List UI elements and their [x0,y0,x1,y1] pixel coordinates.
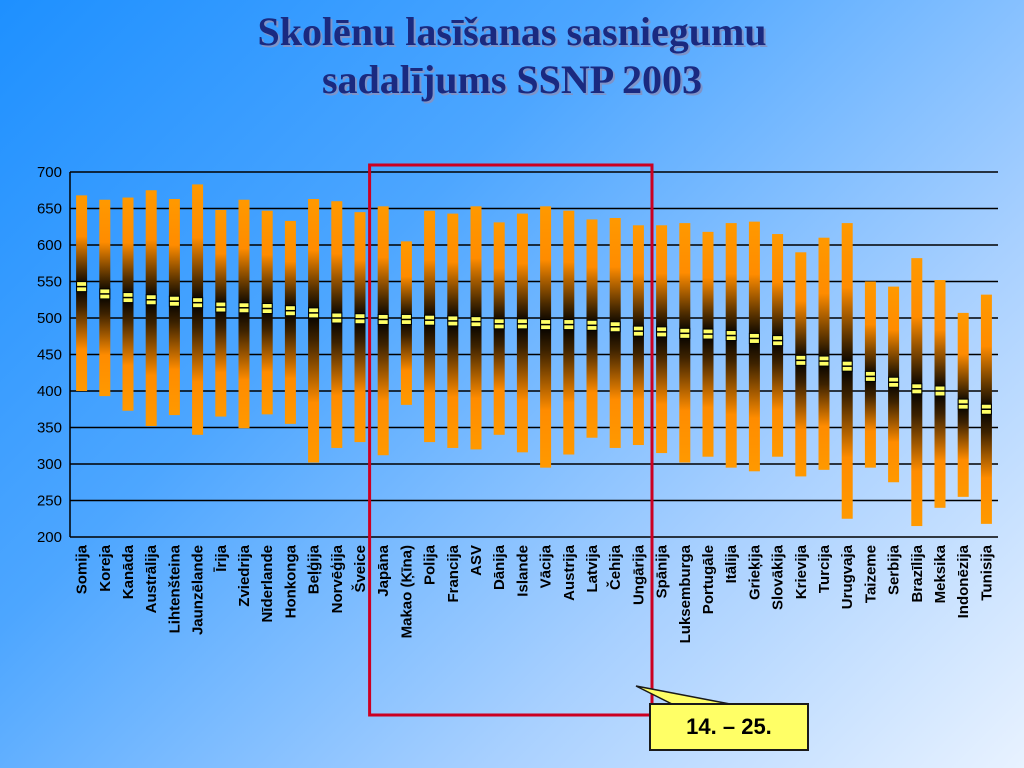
callout-box: 14. – 25. [649,703,809,751]
range-bar [377,206,389,456]
y-tick-label: 650 [37,201,62,218]
x-tick-label: Lihtenšteina [166,544,183,633]
title-line-1: Skolēnu lasīšanas sasniegumu [257,9,767,54]
x-tick-label: Taizeme [862,545,879,603]
range-bar [702,231,714,457]
y-tick-label: 700 [37,164,62,181]
callout-text: 14. – 25. [686,714,772,739]
range-bar [656,225,668,454]
x-tick-label: Turcija [816,544,833,593]
x-tick-label: Meksika [932,544,949,603]
range-bar [563,210,575,455]
x-tick-label: Kanāda [120,544,137,599]
x-tick-label: Ungārija [630,544,647,605]
x-tick-label: Luksemburga [677,544,694,643]
x-tick-label: Koreja [97,544,114,591]
y-tick-label: 300 [37,456,62,473]
x-tick-label: Grieķija [746,544,763,600]
range-bar [609,217,621,448]
x-tick-label: Austrija [561,544,578,601]
range-bar [516,213,528,453]
range-bar [238,199,250,429]
x-tick-label: Tunisija [978,544,995,600]
range-bar [122,197,134,411]
range-bar [284,220,296,424]
x-tick-label: Nīderlande [259,545,276,623]
range-bar [76,195,88,391]
y-tick-label: 250 [37,493,62,510]
x-tick-label: Krievija [793,544,810,599]
x-tick-label: Austrālija [143,544,160,613]
highlight-box [368,163,654,717]
x-tick-label: Latvija [584,544,601,592]
x-tick-label: Makao (Ķīna) [398,545,415,638]
range-bar [679,223,691,463]
x-tick-label: Urugvaja [839,544,856,609]
x-tick-label: Portugāle [700,545,717,614]
range-bar [331,201,343,448]
range-bar [540,206,552,468]
x-tick-label: Beļģija [306,544,323,594]
y-tick-label: 500 [37,310,62,327]
y-tick-label: 550 [37,274,62,291]
x-tick-label: Jaunzēlande [190,545,207,635]
x-tick-label: Slovākija [770,544,787,610]
x-tick-label: Francija [445,544,462,602]
range-bar [725,223,737,468]
range-bar [447,213,459,448]
x-tick-label: Dānija [491,544,508,590]
range-bar [818,237,830,470]
x-tick-label: Norvēģija [329,544,346,613]
x-tick-label: Islande [514,545,531,597]
x-tick-label: Honkonga [282,544,299,618]
y-tick-label: 400 [37,383,62,400]
x-tick-label: Čehija [606,544,624,590]
x-tick-label: Polija [422,544,439,585]
range-bar [748,221,760,472]
callout-pointer [635,685,731,705]
title-line-2: sadalījums SSNP 2003 [321,57,703,102]
x-tick-label: Zviedrija [236,544,253,606]
range-bar [168,199,180,416]
x-tick-label: Spānija [654,544,671,598]
range-bar [308,199,320,463]
page-title: Skolēnu lasīšanas sasniegumu sadalījums … [0,8,1024,104]
range-bar [424,210,436,443]
x-tick-label: Indonēzija [955,544,972,618]
x-tick-label: Īrija [213,544,230,572]
y-tick-label: 350 [37,420,62,437]
range-bar [215,209,227,417]
x-tick-label: Itālija [723,544,740,583]
x-tick-label: Japāna [375,544,392,596]
range-bar [145,190,157,427]
x-tick-label: Vācija [538,544,555,588]
range-bar [354,212,366,443]
range-bar [192,184,204,435]
y-tick-label: 450 [37,347,62,364]
x-tick-label: Šveice [351,545,369,593]
x-tick-label: Serbija [886,544,903,595]
x-tick-label: Brazīlija [909,544,926,602]
y-tick-label: 200 [37,529,62,546]
range-bar [470,206,482,450]
x-tick-label: ASV [468,545,485,576]
x-tick-label: Somija [74,544,91,594]
y-tick-label: 600 [37,237,62,254]
